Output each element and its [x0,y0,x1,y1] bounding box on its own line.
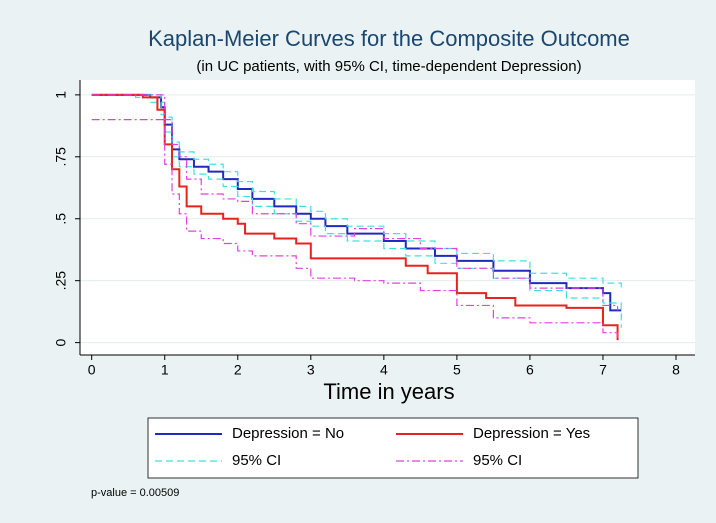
plot-area [80,80,695,355]
x-axis-label: Time in years [323,379,454,404]
km-curve [91,119,619,338]
legend-label: Depression = No [232,425,344,442]
x-tick-label: 7 [599,362,607,378]
y-tick-label: .5 [53,213,69,225]
x-tick-label: 1 [161,362,169,378]
y-tick-label: 1 [53,91,69,99]
y-tick-label: .25 [53,271,69,291]
x-tick-label: 6 [526,362,534,378]
x-tick-label: 3 [307,362,315,378]
legend-label: 95% CI [473,452,522,469]
x-tick-label: 2 [234,362,242,378]
legend-label: Depression = Yes [473,425,590,442]
x-tick-label: 5 [453,362,461,378]
km-curve [91,93,619,341]
legend-label: 95% CI [232,452,281,469]
p-value-note: p-value = 0.00509 [91,487,179,499]
x-tick-label: 0 [88,362,96,378]
legend [147,417,639,479]
y-tick-label: .75 [53,147,69,167]
chart-subtitle: (in UC patients, with 95% CI, time-depen… [196,58,581,75]
x-tick-label: 8 [672,362,680,378]
km-curve [91,94,619,311]
y-tick-label: 0 [53,339,69,347]
chart-title: Kaplan-Meier Curves for the Composite Ou… [148,26,630,51]
x-tick-label: 4 [380,362,388,378]
